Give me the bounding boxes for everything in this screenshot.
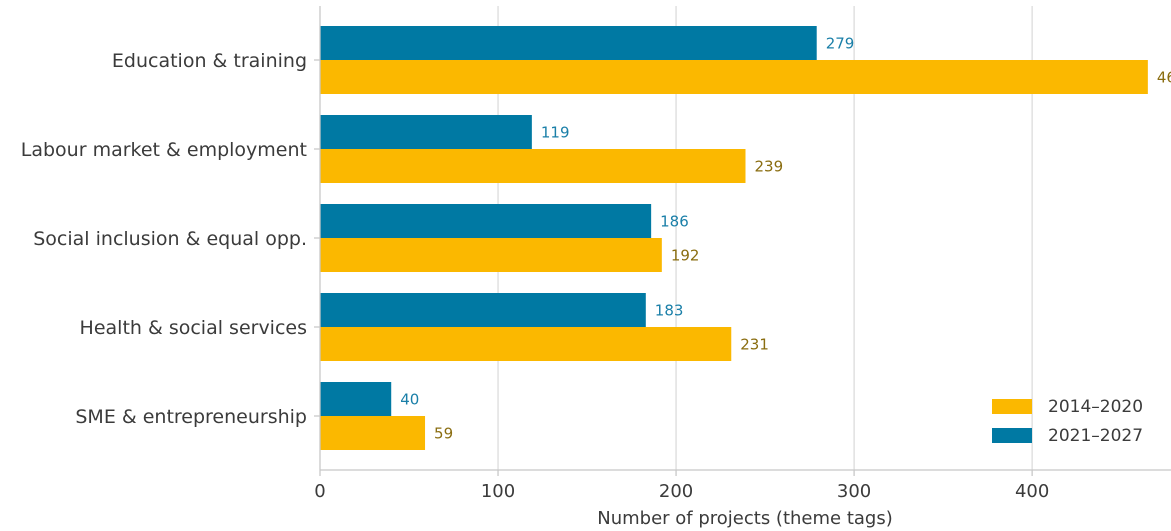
category-label: Labour market & employment [21, 139, 307, 161]
category-label: Social inclusion & equal opp. [33, 228, 307, 250]
labels: Education & training 279 465 Labour market … [21, 35, 1171, 443]
data-label: 186 [660, 213, 689, 231]
data-label: 279 [826, 35, 855, 53]
data-label: 59 [434, 425, 453, 443]
data-label: 192 [671, 247, 700, 265]
data-label: 465 [1157, 69, 1171, 87]
x-tick-label: 400 [1015, 481, 1049, 502]
bar [320, 204, 652, 238]
data-label: 119 [541, 124, 570, 142]
bar [320, 382, 392, 416]
bar [320, 26, 817, 60]
x-tick-label: 100 [481, 481, 515, 502]
axes: 0 100 200 300 400 [314, 6, 1171, 502]
data-label: 239 [755, 158, 784, 176]
bar [320, 115, 532, 149]
bar [320, 238, 662, 272]
legend-label: 2014–2020 [1048, 397, 1143, 417]
data-label: 231 [740, 336, 769, 354]
x-tick-label: 300 [837, 481, 871, 502]
legend-swatch [992, 428, 1032, 443]
x-tick-label: 0 [314, 481, 325, 502]
bar-group [320, 26, 1148, 450]
legend-swatch [992, 399, 1032, 414]
legend-label: 2021–2027 [1048, 426, 1143, 446]
legend: 2014–2020 2021–2027 [992, 397, 1143, 446]
x-axis-label: Number of projects (theme tags) [597, 508, 892, 529]
bar [320, 60, 1148, 94]
bar [320, 416, 426, 450]
data-label: 40 [400, 391, 419, 409]
x-tick-label: 200 [659, 481, 693, 502]
category-label: Health & social services [80, 317, 307, 339]
category-label: SME & entrepreneurship [75, 406, 307, 428]
bar [320, 149, 746, 183]
bar [320, 327, 732, 361]
data-label: 183 [655, 302, 684, 320]
bar [320, 293, 646, 327]
category-label: Education & training [112, 50, 307, 72]
